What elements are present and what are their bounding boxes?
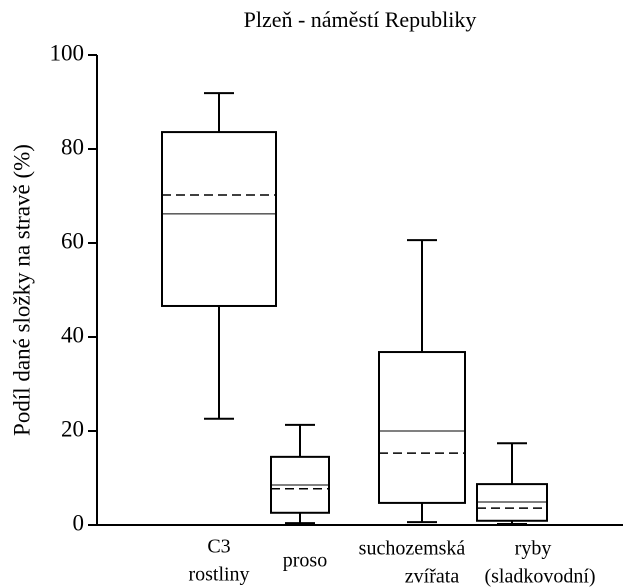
x-tick-label: ryby [515,538,552,560]
x-tick-label: rostliny [188,564,249,586]
y-tick-label: 0 [73,510,85,535]
box [161,131,277,307]
y-tick-label: 60 [61,228,84,253]
y-tick-label: 100 [50,40,85,65]
box [378,351,466,504]
x-tick-label: (sladkovodní) [484,566,595,588]
y-tick-label: 40 [61,322,84,347]
x-tick-label: C3 [207,536,230,558]
x-tick-label: suchozemská [359,538,466,560]
y-axis-label: Podíl dané složky na stravě (%) [9,144,34,436]
y-tick-label: 20 [61,416,84,441]
y-tick-label: 80 [61,134,84,159]
chart-title: Plzeň - náměstí Republiky [244,7,477,32]
x-tick-label: zvířata [405,566,460,588]
x-tick-label: proso [283,550,327,572]
